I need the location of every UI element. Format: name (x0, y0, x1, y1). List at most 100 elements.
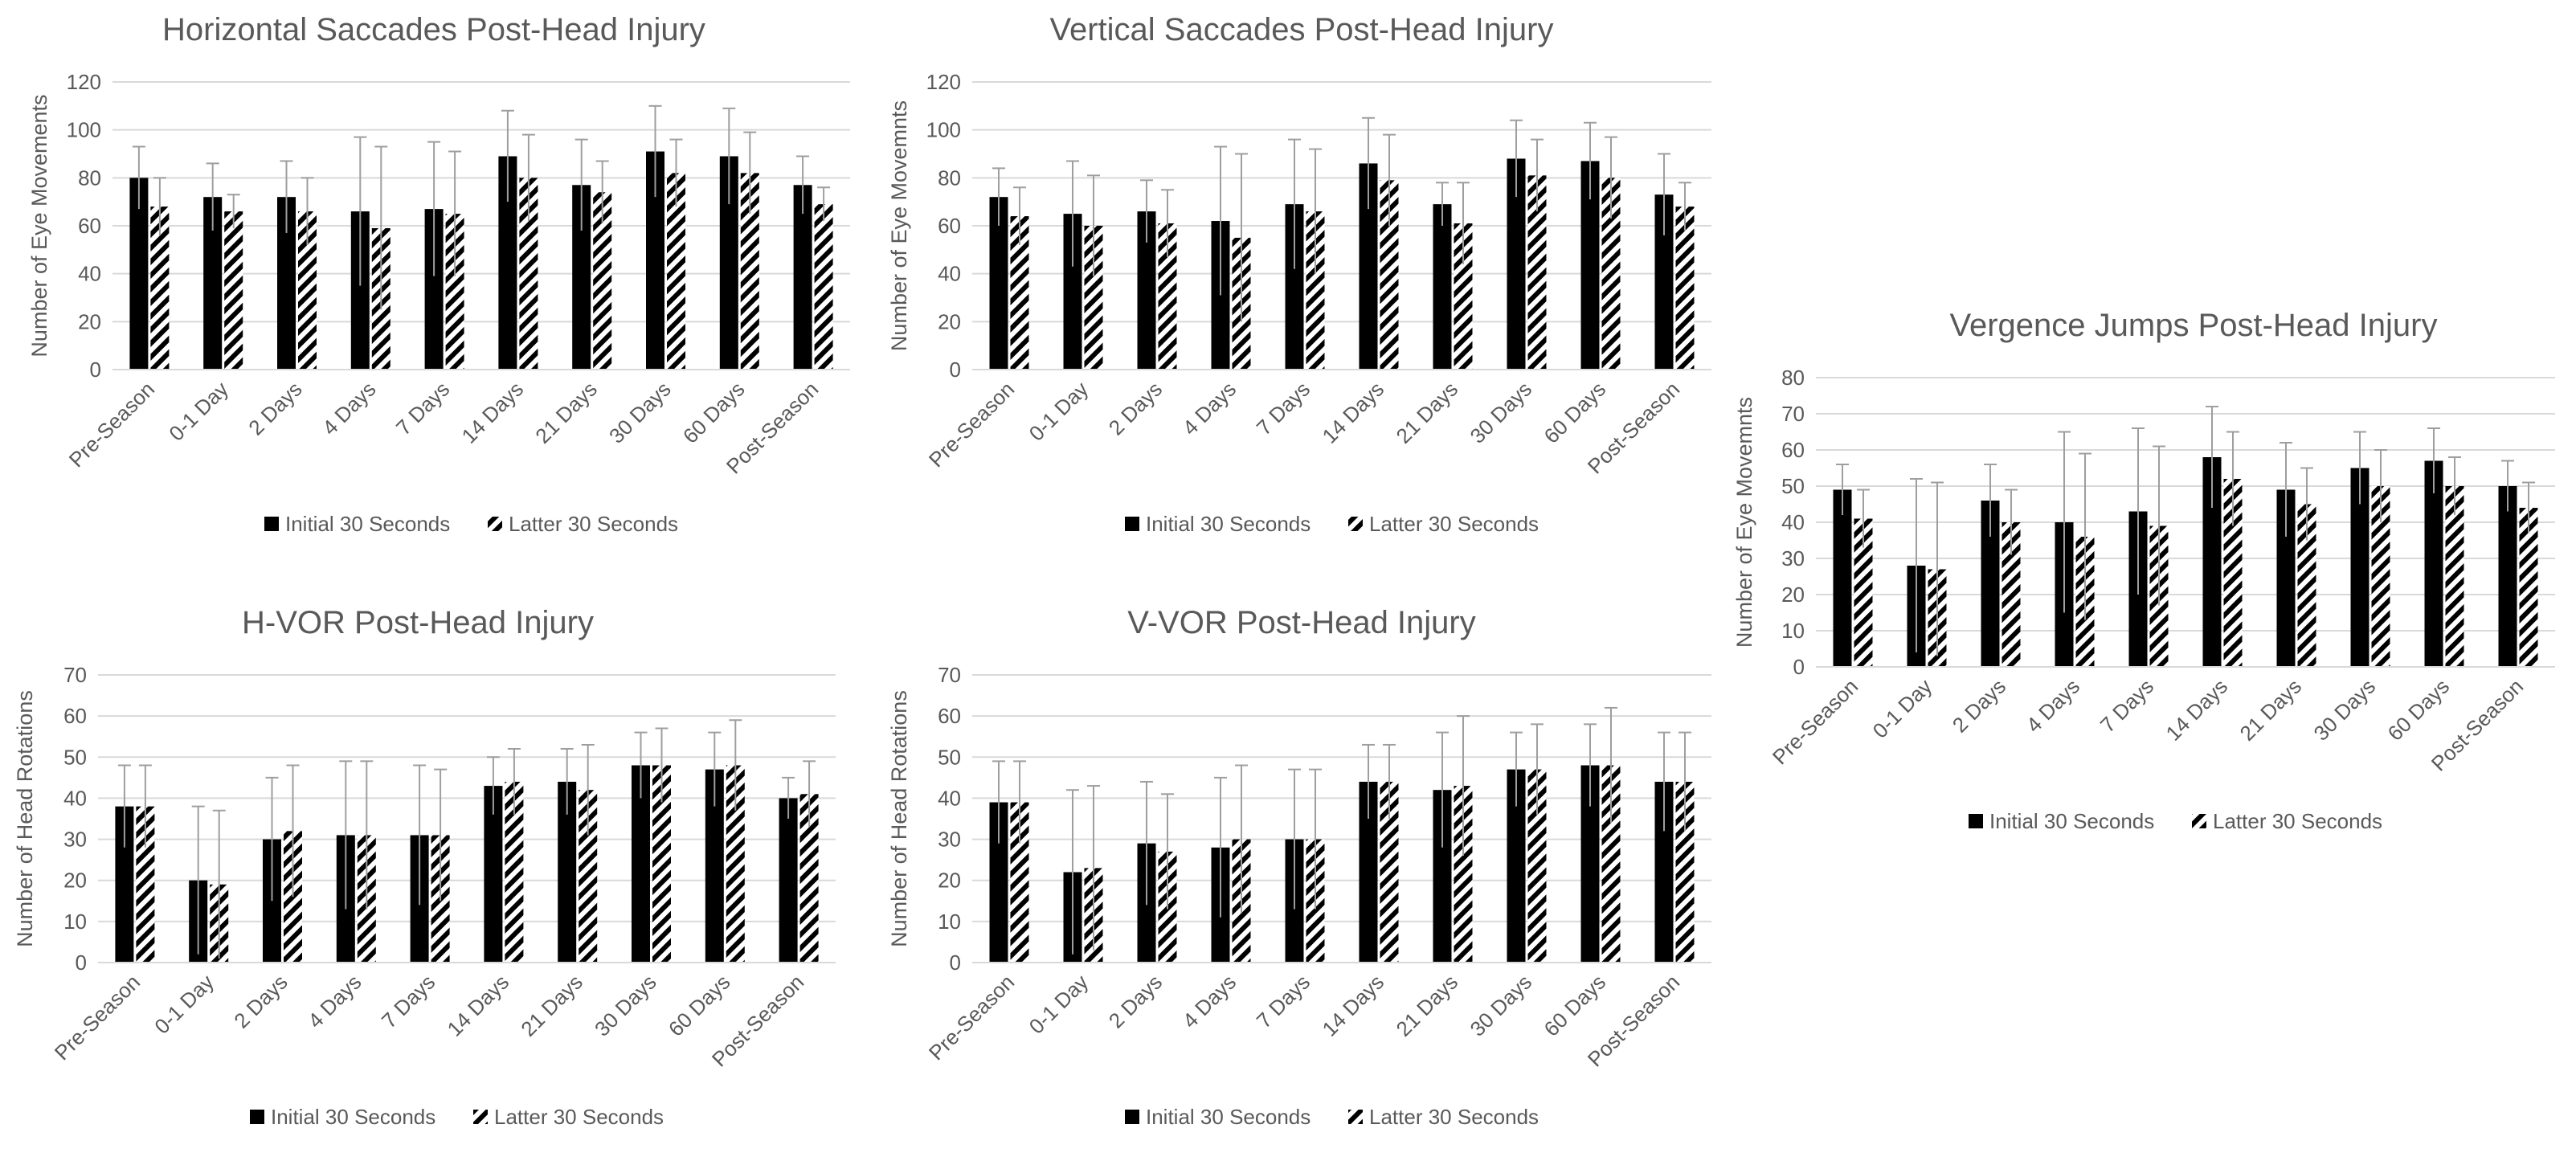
bar-latter-6 (2223, 479, 2243, 667)
bar-latter-5 (445, 214, 464, 370)
y-tick-label: 0 (90, 358, 101, 382)
bar-latter-1 (136, 806, 155, 963)
bar-initial-9 (1580, 161, 1600, 370)
bar-initial-8 (1507, 158, 1526, 370)
legend-label-initial: Initial 30 Seconds (285, 512, 450, 536)
x-tick-label: 0-1 Day (1868, 674, 1937, 743)
y-tick-label: 20 (1781, 583, 1805, 607)
y-tick-label: 60 (78, 214, 101, 238)
x-tick-label: 21 Days (1392, 377, 1463, 448)
chart-1: Horizontal Saccades Post-Head Injury 0 20 4… (27, 12, 850, 536)
x-tick-label: Pre-Season (50, 970, 145, 1065)
y-tick-label: 10 (938, 910, 961, 934)
legend-label-initial: Initial 30 Seconds (1989, 809, 2154, 833)
bar-latter-8 (1527, 769, 1547, 963)
bar-latter-9 (2445, 486, 2464, 667)
legend-label-initial: Initial 30 Seconds (271, 1105, 435, 1129)
y-tick-label: 60 (938, 214, 961, 238)
x-tick-label: 7 Days (1252, 377, 1315, 439)
x-tick-label: 30 Days (1466, 970, 1537, 1041)
x-tick-label: 14 Days (456, 377, 528, 448)
x-tick-label: 60 Days (1539, 970, 1611, 1041)
bar-latter-6 (505, 781, 524, 963)
y-tick-label: 80 (1781, 366, 1805, 390)
x-tick-label: 14 Days (2161, 674, 2233, 746)
bar-latter-7 (593, 192, 612, 370)
bar-initial-6 (1359, 781, 1378, 963)
bar-initial-6 (498, 156, 517, 370)
x-tick-label: 4 Days (2022, 674, 2084, 737)
bar-latter-2 (224, 211, 243, 370)
bar-latter-10 (814, 204, 833, 370)
legend-swatch-initial (264, 517, 279, 531)
bar-latter-8 (667, 173, 685, 370)
chart-4: H-VOR Post-Head Injury 0 10 20 30 40 50 60 70 Num… (13, 605, 836, 1129)
bar-initial-1 (115, 806, 134, 963)
x-tick-label: Pre-Season (1768, 674, 1862, 769)
x-tick-label: 21 Days (516, 970, 587, 1041)
x-tick-label: 7 Days (1252, 970, 1315, 1032)
bar-initial-6 (484, 786, 503, 963)
bar-initial-3 (277, 197, 296, 370)
bar-latter-3 (1158, 223, 1177, 370)
y-tick-label: 120 (926, 70, 961, 94)
chart-title: Vergence Jumps Post-Head Injury (1950, 308, 2438, 343)
bar-latter-2 (1084, 226, 1103, 370)
legend: Initial 30 Seconds Latter 30 Seconds (264, 512, 678, 536)
legend-swatch-initial (1125, 517, 1139, 531)
bar-initial-10 (1654, 781, 1674, 963)
chart-title: Horizontal Saccades Post-Head Injury (162, 12, 705, 47)
bar-latter-10 (1675, 781, 1695, 963)
x-tick-label: 2 Days (243, 377, 306, 439)
x-tick-label: 2 Days (229, 970, 292, 1032)
y-tick-label: 60 (63, 704, 87, 728)
y-tick-label: 0 (76, 951, 87, 975)
x-tick-label: 2 Days (1104, 377, 1167, 439)
bar-initial-8 (646, 151, 664, 370)
x-tick-label: 30 Days (2309, 674, 2381, 746)
y-tick-label: 30 (938, 828, 961, 852)
bar-initial-2 (203, 197, 223, 370)
bar-latter-9 (740, 173, 759, 370)
bar-initial-9 (1580, 765, 1600, 963)
legend-swatch-initial (1969, 814, 1983, 828)
y-tick-label: 10 (1781, 619, 1805, 643)
legend-swatch-latter (488, 517, 502, 531)
x-tick-label: 30 Days (1466, 377, 1537, 448)
x-tick-label: 4 Days (1178, 377, 1241, 439)
bar-initial-5 (1285, 204, 1304, 370)
bar-latter-6 (519, 178, 538, 370)
y-axis-label: Number of Eye Movements (27, 94, 51, 357)
bar-latter-1 (1854, 518, 1873, 667)
x-tick-label: 0-1 Day (1024, 970, 1094, 1039)
x-tick-label: 30 Days (590, 970, 661, 1041)
y-tick-label: 30 (63, 828, 87, 852)
y-tick-label: 40 (63, 786, 87, 810)
y-tick-label: 20 (78, 309, 101, 333)
legend: Initial 30 Seconds Latter 30 Seconds (1125, 1105, 1539, 1129)
x-tick-label: 21 Days (2235, 674, 2307, 746)
x-tick-label: 4 Days (317, 377, 380, 439)
legend-label-initial: Initial 30 Seconds (1146, 512, 1310, 536)
y-tick-label: 40 (938, 262, 961, 286)
y-tick-label: 70 (938, 663, 961, 687)
x-tick-label: 4 Days (1178, 970, 1241, 1032)
bar-latter-10 (1675, 206, 1695, 370)
bar-initial-9 (2424, 460, 2443, 667)
bar-initial-3 (1137, 211, 1156, 370)
bar-initial-1 (129, 178, 149, 370)
y-tick-label: 80 (938, 166, 961, 190)
x-tick-label: 21 Days (530, 377, 602, 448)
x-tick-label: 0-1 Day (1024, 377, 1094, 446)
bar-initial-8 (632, 765, 650, 963)
y-tick-label: 50 (1781, 474, 1805, 498)
x-tick-label: 14 Days (1318, 377, 1389, 448)
bar-initial-10 (779, 798, 798, 963)
y-tick-label: 0 (950, 951, 961, 975)
y-tick-label: 40 (938, 786, 961, 810)
bar-latter-10 (2519, 508, 2538, 667)
bar-initial-10 (793, 185, 812, 370)
bar-latter-1 (1010, 216, 1029, 370)
x-tick-label: 7 Days (391, 377, 454, 439)
bar-latter-9 (1601, 178, 1621, 370)
